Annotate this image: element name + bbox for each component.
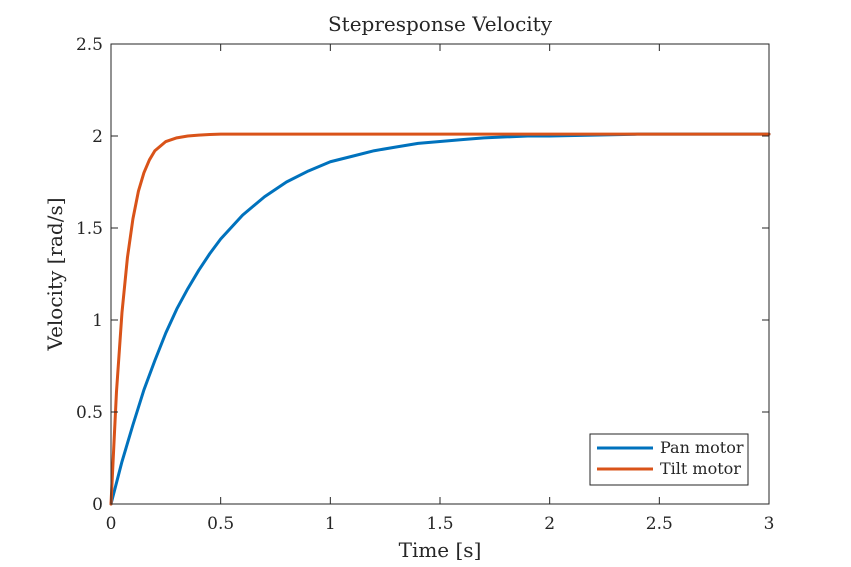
plot-area xyxy=(111,44,769,504)
tick-layer: 0 0.5 1 1.5 2 2.5 3 0 0.5 1 1.5 2 2.5 xyxy=(76,35,774,534)
x-tick-label: 2.5 xyxy=(646,514,673,534)
y-tick-label: 2.5 xyxy=(76,35,103,55)
y-tick-label: 0.5 xyxy=(76,403,103,423)
x-tick-label: 1.5 xyxy=(426,514,453,534)
y-axis-label: Velocity [rad/s] xyxy=(43,197,67,351)
legend-box xyxy=(589,433,749,486)
x-tick-label: 2 xyxy=(544,514,555,534)
legend: Pan motor Tilt motor xyxy=(589,433,749,486)
legend-label: Pan motor xyxy=(660,438,744,457)
x-tick-label: 0.5 xyxy=(207,514,234,534)
x-tick-label: 3 xyxy=(764,514,775,534)
y-tick-label: 1.5 xyxy=(76,219,103,239)
series-layer xyxy=(109,132,771,506)
chart-title: Stepresponse Velocity xyxy=(328,12,553,36)
series-line-1 xyxy=(109,132,771,506)
series-line-2 xyxy=(109,132,771,506)
y-tick-label: 0 xyxy=(92,495,103,515)
x-tick-label: 1 xyxy=(325,514,336,534)
x-axis-label: Time [s] xyxy=(399,538,482,562)
x-tick-label: 0 xyxy=(106,514,117,534)
y-tick-label: 2 xyxy=(92,127,103,147)
y-tick-label: 1 xyxy=(92,311,103,331)
legend-label: Tilt motor xyxy=(660,459,741,478)
plot-frame xyxy=(110,43,770,505)
